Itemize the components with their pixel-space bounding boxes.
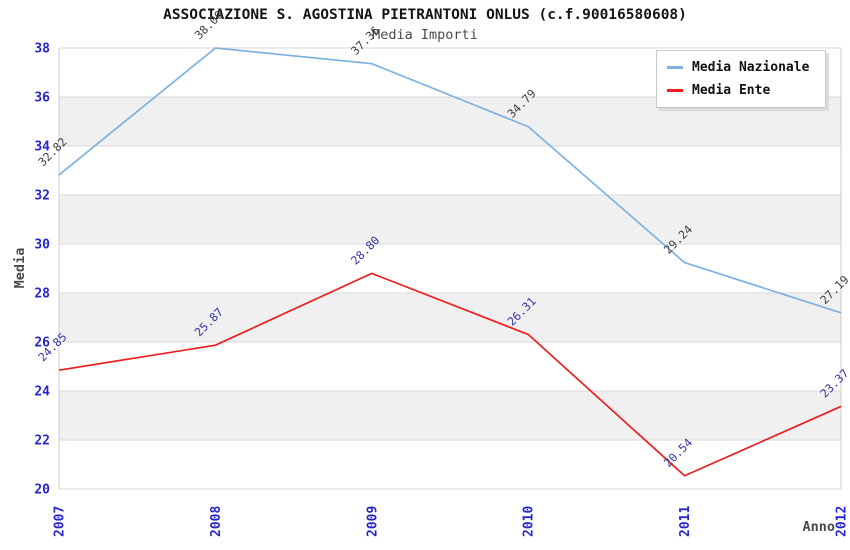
chart-subtitle: Media Importi (372, 27, 478, 43)
x-tick-label: 2011 (678, 506, 693, 537)
y-tick-label: 34 (34, 140, 50, 155)
y-tick-label: 22 (34, 434, 50, 449)
media-nazionale-line-swatch (667, 66, 683, 69)
series-line-media-nazionale (58, 47, 842, 314)
x-tick-label: 2010 (522, 506, 537, 537)
chart-title: ASSOCIAZIONE S. AGOSTINA PIETRANTONI ONL… (163, 7, 687, 23)
grid-band (59, 391, 841, 440)
legend-label: Media Nazionale (692, 60, 810, 75)
point-label-media-nazionale: 37.36 (348, 23, 382, 57)
series-line-media-ente (58, 272, 842, 477)
y-axis-title: Media (12, 247, 28, 289)
x-axis-title: Anno (802, 519, 835, 535)
x-tick-label: 2012 (835, 506, 850, 537)
y-tick-label: 28 (34, 287, 50, 302)
y-tick-label: 36 (34, 91, 50, 106)
x-tick-label: 2007 (53, 506, 68, 537)
point-label-media-nazionale: 38.00 (192, 8, 226, 42)
y-tick-label: 30 (34, 238, 50, 253)
x-tick-label: 2008 (209, 506, 224, 537)
y-tick-label: 24 (34, 385, 50, 400)
y-tick-label: 38 (34, 42, 50, 57)
y-tick-label: 32 (34, 189, 50, 204)
legend-item-media-ente: Media Ente (667, 83, 815, 98)
legend: Media Nazionale Media Ente (656, 50, 826, 108)
x-tick-label: 2009 (365, 506, 380, 537)
point-label-media-ente: 20.54 (661, 435, 695, 469)
legend-item-media-nazionale: Media Nazionale (667, 60, 815, 75)
media-ente-line-swatch (667, 89, 683, 92)
grid-band (59, 293, 841, 342)
y-tick-label: 26 (34, 336, 50, 351)
grid-band (59, 195, 841, 244)
y-tick-label: 20 (34, 483, 50, 498)
legend-label: Media Ente (692, 83, 771, 98)
